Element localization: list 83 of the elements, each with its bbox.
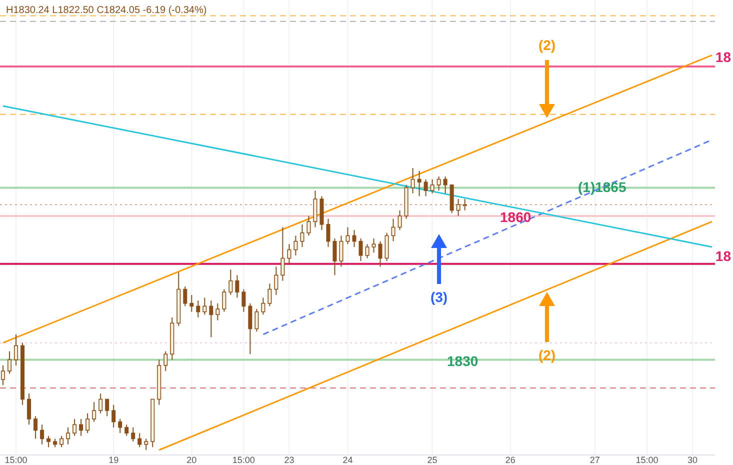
candlestick xyxy=(228,269,233,296)
candlestick xyxy=(326,218,330,248)
candlestick xyxy=(202,297,207,316)
candlestick xyxy=(138,432,142,448)
candlestick xyxy=(391,218,396,242)
text: (2) xyxy=(538,37,556,53)
candlestick xyxy=(352,230,356,248)
x-tick-label: 15:00 xyxy=(4,455,28,465)
candlestick xyxy=(222,288,226,312)
text: 18 xyxy=(715,49,732,65)
candlestick xyxy=(436,176,441,192)
candlestick xyxy=(287,244,292,264)
candlestick xyxy=(456,198,460,216)
candlestick xyxy=(378,240,382,268)
x-tick-label: 19 xyxy=(108,455,119,465)
candlestick xyxy=(398,210,402,231)
candlestick xyxy=(34,416,38,440)
candlestick xyxy=(248,302,252,355)
candlestick xyxy=(209,300,214,338)
candlestick xyxy=(60,435,64,448)
annotation: (2) xyxy=(538,347,556,363)
candlestick xyxy=(339,235,344,268)
text: H1830.24 L1822.50 C1824.05 -6.19 (-0.34%) xyxy=(6,5,207,16)
candlestick xyxy=(430,178,434,194)
candlestick xyxy=(14,334,18,366)
candlestick xyxy=(164,350,168,372)
candlestick xyxy=(118,418,122,434)
candlestick xyxy=(300,224,304,248)
candlestick xyxy=(8,350,12,374)
annotation: (1)1865 xyxy=(578,179,626,195)
candlestick xyxy=(92,402,96,422)
x-tick-label: 15:00 xyxy=(232,455,255,465)
annotation: 1860 xyxy=(500,209,532,225)
candlestick xyxy=(27,393,32,426)
candlestick xyxy=(0,364,5,386)
candlestick xyxy=(190,294,194,312)
candlestick xyxy=(410,168,415,194)
candlestick xyxy=(86,412,90,434)
x-tick-label: 27 xyxy=(590,455,600,465)
candlestick xyxy=(313,190,318,228)
candlestick xyxy=(384,232,389,262)
candlestick xyxy=(79,418,84,436)
candlestick xyxy=(196,300,200,318)
candlestick xyxy=(417,170,422,197)
x-tick-label: 20 xyxy=(186,455,197,465)
text: 18 xyxy=(715,248,732,264)
x-tick-label: 26 xyxy=(505,455,516,465)
candlestick xyxy=(332,238,337,276)
candlestick xyxy=(358,238,363,262)
candlestick xyxy=(216,302,220,321)
candlestick xyxy=(268,283,272,307)
x-tick-label: 24 xyxy=(342,455,353,465)
candlestick xyxy=(98,393,103,414)
x-tick-label: 15:00 xyxy=(636,455,658,465)
candlestick xyxy=(462,198,467,211)
candlestick xyxy=(72,418,77,436)
candlestick xyxy=(365,244,370,259)
candlestick xyxy=(372,238,376,254)
candlestick xyxy=(280,226,285,282)
candlestick xyxy=(424,178,428,197)
candlestick xyxy=(274,266,278,296)
candlestick xyxy=(254,308,259,332)
candlestick xyxy=(346,226,350,245)
candlestick xyxy=(66,426,70,445)
x-tick-label: 25 xyxy=(427,455,438,465)
candlestick xyxy=(40,424,44,445)
candlestick xyxy=(144,438,148,450)
candlestick xyxy=(443,176,448,194)
candlestick xyxy=(294,235,298,256)
candlestick xyxy=(261,297,266,316)
candlestick xyxy=(183,286,188,307)
candlestick xyxy=(235,274,240,298)
candlestick xyxy=(242,288,246,312)
candlestick xyxy=(105,398,110,417)
annotation: 1830 xyxy=(447,353,478,369)
candlestick xyxy=(124,424,129,436)
annotation: (3) xyxy=(430,289,448,305)
x-tick-label: 23 xyxy=(284,455,294,465)
x-tick-label: 30 xyxy=(687,455,698,465)
candlestick xyxy=(46,435,51,448)
candlestick xyxy=(306,215,311,236)
candlestick xyxy=(131,426,136,442)
candlestick xyxy=(112,404,116,428)
